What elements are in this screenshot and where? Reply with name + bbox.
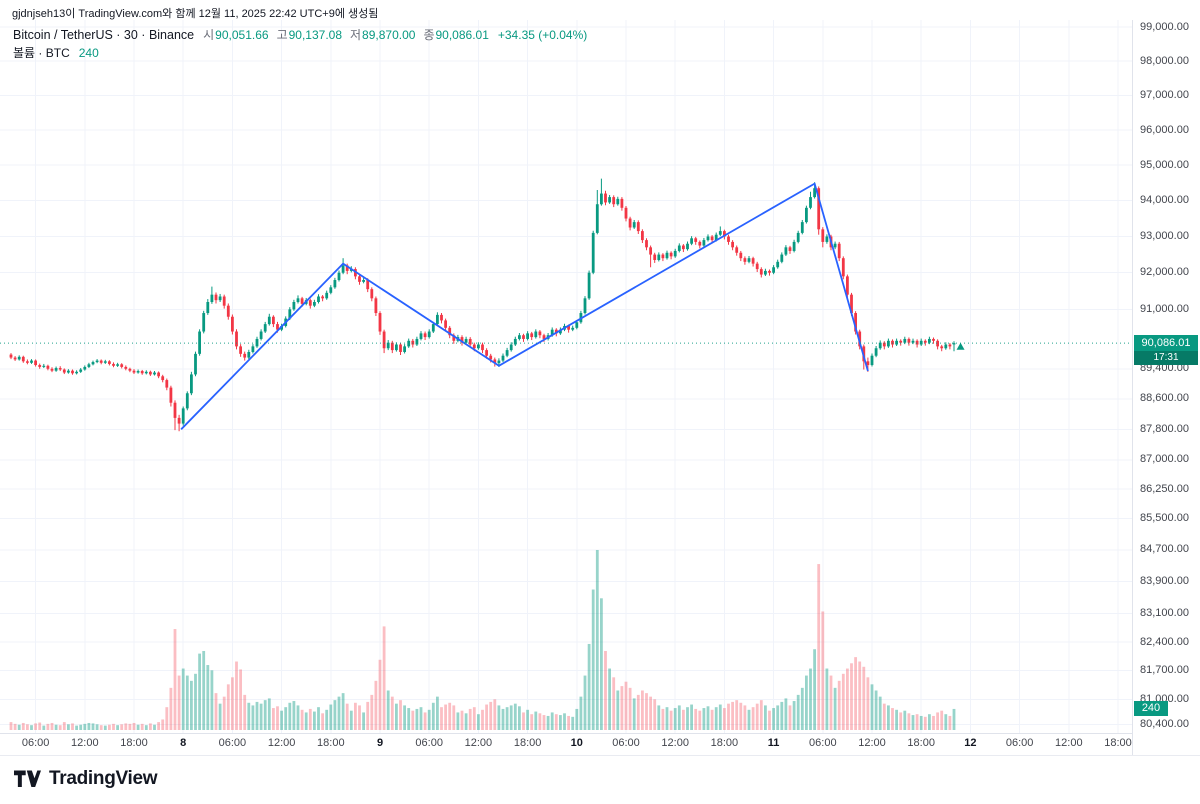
axis-separator-vertical [1132, 20, 1133, 755]
price-axis-label: 87,000.00 [1140, 453, 1189, 466]
time-axis-hour-label: 18:00 [1104, 737, 1132, 749]
time-axis-hour-label: 06:00 [415, 737, 443, 749]
price-axis-label: 92,000.00 [1140, 266, 1189, 279]
time-axis-day-label: 11 [767, 737, 780, 749]
price-axis-label: 87,800.00 [1140, 422, 1189, 435]
price-axis-label: 98,000.00 [1140, 54, 1189, 67]
time-axis-hour-label: 12:00 [1055, 737, 1083, 749]
time-axis-hour-label: 06:00 [218, 737, 247, 749]
ohlc-value: 90,137.08 [288, 28, 342, 42]
ohlc-label: 고 [276, 28, 288, 42]
price-axis-label: 93,000.00 [1140, 230, 1189, 242]
time-axis-day-label: 10 [570, 737, 583, 749]
ohlc-value: 89,870.00 [362, 28, 416, 42]
time-axis-hour-label: 12:00 [464, 737, 493, 749]
time-axis-day-label: 8 [180, 737, 187, 749]
price-axis-label: 97,000.00 [1140, 88, 1189, 101]
chart-canvas[interactable] [0, 20, 1132, 733]
price-axis-label: 94,000.00 [1140, 194, 1189, 207]
volume-label: 볼륨 · BTC [13, 46, 70, 60]
symbol-title: Bitcoin / TetherUS · 30 · Binance [13, 28, 195, 42]
ohlc-label: 저 [350, 28, 362, 42]
legend: Bitcoin / TetherUS · 30 · Binance 시 90,05… [13, 27, 587, 62]
time-axis-hour-label: 12:00 [661, 737, 689, 749]
ohlc-label: 시 [203, 28, 215, 42]
tradingview-logo[interactable]: TradingView [14, 768, 158, 790]
time-axis-hour-label: 06:00 [612, 737, 640, 749]
chart-area[interactable] [0, 20, 1132, 733]
price-axis-label: 88,600.00 [1140, 392, 1189, 405]
time-axis-day-label: 9 [376, 737, 384, 749]
time-axis-day-label: 12 [964, 737, 977, 749]
time-axis-hour-label: 12:00 [858, 737, 886, 749]
price-axis-label: 84,700.00 [1140, 543, 1189, 556]
price-axis-label: 80,400.00 [1140, 717, 1189, 730]
time-axis: 06:00 12:00 18:00 8 06:00 12:00 18:00 9 06:00 12:… [0, 733, 1132, 755]
price-axis: 90,086.01 17:31 240 99,000.00 98,000.00 97… [1133, 20, 1200, 733]
price-axis-label: 83,900.00 [1140, 575, 1189, 588]
price-axis-label: 82,400.00 [1140, 635, 1189, 648]
ohlc-values: 시 90,051.66 고 90,137.08 저 89,870.00 종 90,086.01 [203, 27, 489, 44]
axis-separator-horizontal [0, 733, 1132, 734]
time-axis-hour-label: 18:00 [710, 737, 739, 749]
time-axis-hour-label: 18:00 [317, 737, 345, 749]
ohlc-value: 90,086.01 [435, 28, 489, 42]
ohlc-label: 종 [423, 28, 435, 42]
price-axis-label: 85,500.00 [1140, 511, 1189, 524]
price-axis-label: 99,000.00 [1140, 20, 1189, 33]
price-axis-label: 89,400.00 [1140, 362, 1189, 375]
time-axis-hour-label: 12:00 [71, 737, 99, 749]
ohlc-value: 90,051.66 [215, 28, 269, 42]
tradingview-wordmark: TradingView [49, 768, 158, 789]
ohlc-pair: 고 90,137.08 [277, 27, 342, 44]
price-axis-label: 81,700.00 [1140, 664, 1189, 677]
attribution-text: gjdnjseh13이 TradingView.com와 함께 12월 11, … [12, 8, 379, 20]
ohlc-pair: 종 90,086.01 [423, 27, 488, 44]
price-axis-label: 96,000.00 [1140, 123, 1189, 136]
time-axis-hour-label: 18:00 [120, 737, 148, 749]
change-value: +34.35 (+0.04%) [497, 28, 588, 42]
price-axis-label: 83,100.00 [1140, 607, 1189, 620]
time-axis-hour-label: 18:00 [513, 737, 542, 749]
volume-value: 240 [78, 46, 99, 60]
ohlc-pair: 저 89,870.00 [350, 27, 415, 44]
price-axis-label: 86,250.00 [1140, 482, 1189, 495]
ohlc-pair: 시 90,051.66 [203, 27, 268, 44]
time-axis-hour-label: 06:00 [809, 737, 837, 749]
legend-row-symbol: Bitcoin / TetherUS · 30 · Binance 시 90,05… [13, 27, 587, 44]
time-axis-hour-label: 18:00 [907, 737, 935, 749]
candle-countdown-badge: 17:31 [1134, 351, 1198, 366]
current-price-badge: 90,086.01 [1134, 335, 1198, 352]
time-axis-hour-label: 06:00 [21, 737, 50, 749]
tradingview-logo-icon [14, 770, 41, 788]
time-axis-hour-label: 12:00 [267, 737, 296, 749]
footer-separator [0, 755, 1200, 756]
time-axis-hour-label: 06:00 [1005, 737, 1034, 749]
volume-badge: 240 [1134, 701, 1168, 717]
legend-row-volume: 볼륨 · BTC 240 [13, 45, 587, 62]
price-axis-label: 95,000.00 [1140, 158, 1189, 171]
footer: TradingView [14, 760, 158, 798]
price-axis-label: 91,000.00 [1140, 302, 1189, 315]
